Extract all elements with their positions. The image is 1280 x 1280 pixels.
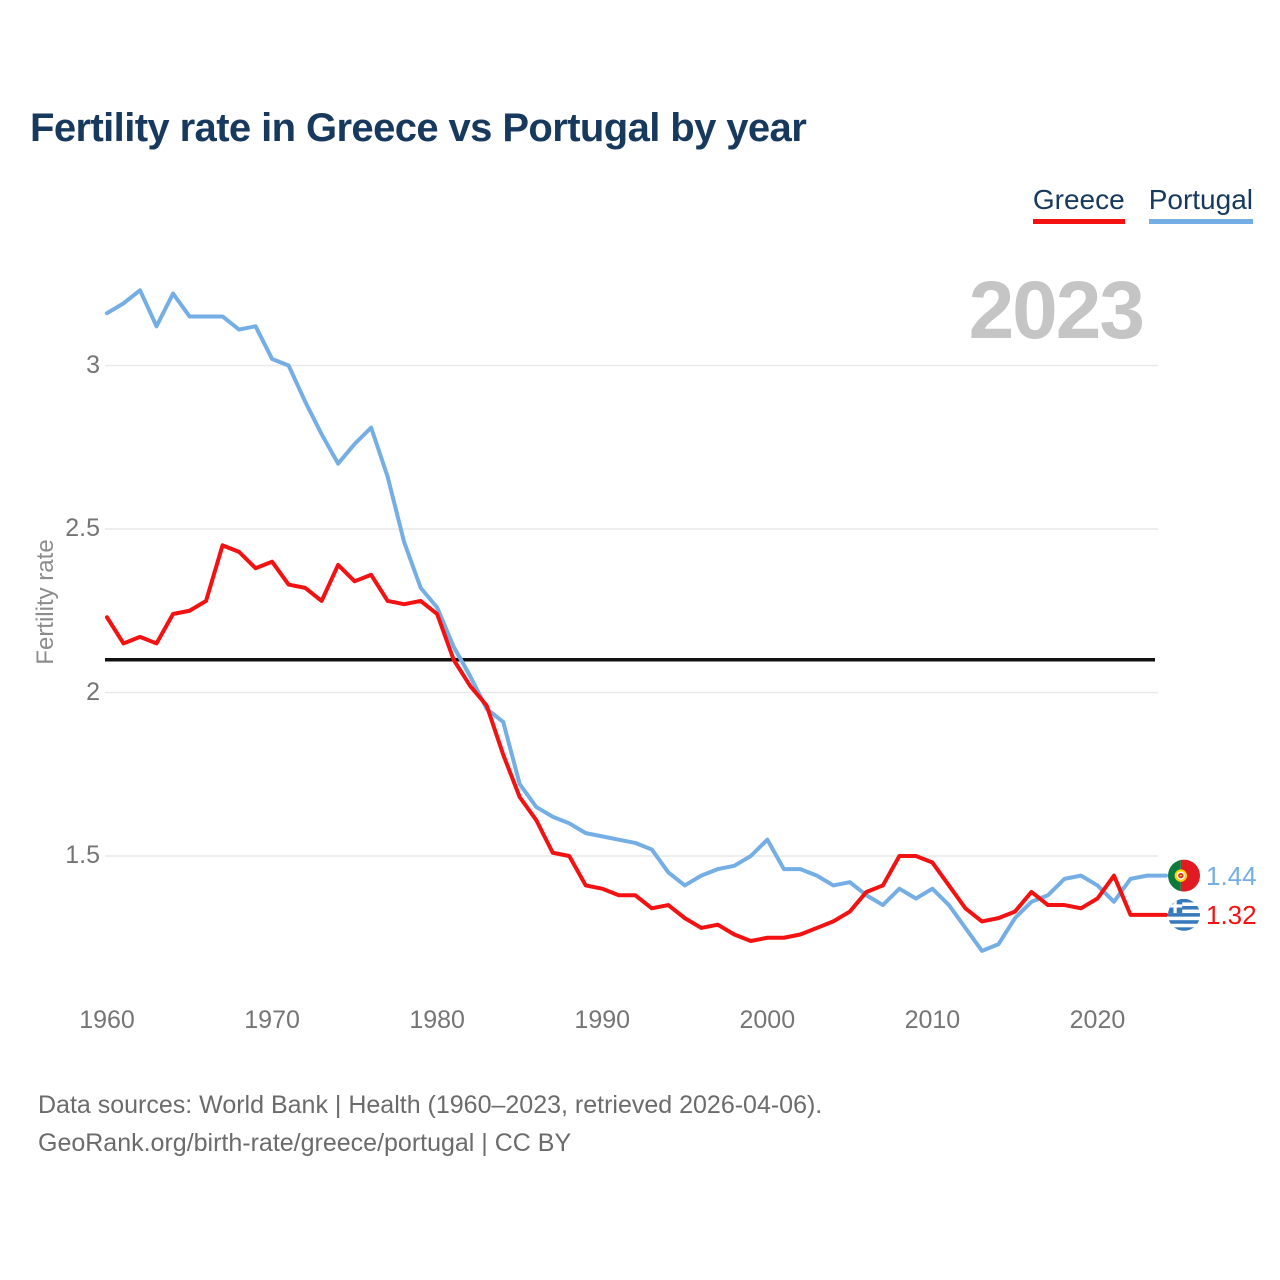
y-tick-label: 2	[86, 677, 100, 706]
legend-item-greece[interactable]: Greece	[1032, 184, 1125, 224]
x-tick-label: 1960	[79, 1006, 135, 1034]
greece-flag-icon	[1168, 898, 1200, 931]
legend-label-greece: Greece	[1032, 184, 1125, 215]
y-tick-label: 2.5	[65, 514, 100, 542]
gridlines	[105, 364, 1158, 857]
y-tick-label: 3	[86, 350, 100, 379]
end-value-greece: 1.32	[1206, 899, 1257, 930]
legend-item-portugal[interactable]: Portugal	[1148, 184, 1253, 224]
x-tick-label: 2000	[739, 1006, 796, 1034]
x-tick-label: 1980	[409, 1006, 465, 1034]
page-title: Fertility rate in Greece vs Portugal by …	[30, 106, 807, 150]
portugal-flag-icon	[1168, 859, 1200, 892]
footer-attribution: GeoRank.org/birth-rate/greece/portugal |…	[38, 1129, 572, 1157]
watermark-year: 2023	[968, 265, 1145, 356]
y-tick-label: 1.5	[65, 841, 100, 869]
legend-underline-portugal	[1148, 219, 1253, 224]
x-tick-label: 2010	[904, 1006, 961, 1034]
x-tick-label: 2020	[1069, 1006, 1126, 1034]
portugal-line	[105, 288, 1168, 953]
legend-label-portugal: Portugal	[1148, 184, 1253, 215]
legend: Greece Portugal	[1032, 184, 1253, 224]
legend-underline-greece	[1032, 219, 1125, 224]
series-lines	[105, 288, 1168, 953]
footer: Data sources: World Bank | Health (1960–…	[38, 1086, 822, 1162]
x-tick-label: 1970	[244, 1006, 300, 1034]
end-value-portugal: 1.44	[1206, 860, 1257, 891]
footer-sources: Data sources: World Bank | Health (1960–…	[38, 1091, 823, 1119]
greece-line	[105, 543, 1168, 944]
x-tick-label: 1990	[574, 1006, 631, 1034]
